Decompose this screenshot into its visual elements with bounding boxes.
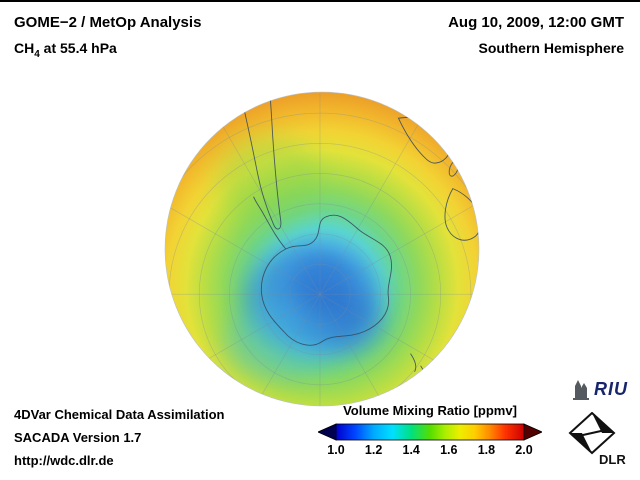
colorbar-body xyxy=(335,423,525,441)
dlr-logo: DLR xyxy=(566,411,626,471)
green-tongue-field xyxy=(217,136,322,225)
colorbar-title: Volume Mixing Ratio [ppmv] xyxy=(343,403,517,418)
south-america-outline xyxy=(238,92,282,230)
plot-title: GOME−2 / MetOp Analysis xyxy=(14,14,202,31)
plot-subtitle-species-level: CH4 at 55.4 hPa xyxy=(14,40,201,60)
colorbar-tick: 1.8 xyxy=(477,443,496,457)
hemisphere-map xyxy=(161,88,483,410)
colorbar-left-arrow xyxy=(318,423,337,441)
colorbar: Volume Mixing Ratio [ppmv] 1.0 1.2 xyxy=(318,403,542,458)
riu-logo: RIU xyxy=(570,378,628,400)
species-symbol: CH xyxy=(14,40,35,56)
colorbar-tick: 1.4 xyxy=(402,443,420,457)
colorbar-right-arrow xyxy=(523,423,542,441)
dlr-logo-text-svg: DLR xyxy=(599,452,626,466)
footer-credits: 4DVar Chemical Data Assimilation SACADA … xyxy=(14,403,225,472)
assimilation-label: 4DVar Chemical Data Assimilation xyxy=(14,407,225,422)
colorbar-tick: 1.6 xyxy=(440,443,458,457)
pressure-level: at 55.4 hPa xyxy=(39,40,117,56)
colorbar-tick: 1.0 xyxy=(327,443,345,457)
hemisphere-label: Southern Hemisphere xyxy=(478,40,624,56)
colorbar-ticks: 1.0 1.2 1.4 1.6 1.8 2.0 xyxy=(318,443,542,458)
header-left: GOME−2 / MetOp Analysis CH4 at 55.4 hPa xyxy=(14,14,201,60)
datetime-label: Aug 10, 2009, 12:00 GMT xyxy=(448,14,624,31)
antarctic-peninsula-outline xyxy=(253,196,287,250)
species-subscript: 4 xyxy=(34,48,40,60)
riu-cathedral-icon xyxy=(573,380,589,400)
url-label: http://wdc.dlr.de xyxy=(14,453,114,468)
colorbar-tick: 1.2 xyxy=(364,443,383,457)
cyan-lobe-field xyxy=(223,303,337,380)
colorbar-gradient xyxy=(318,423,542,441)
riu-logo-text: RIU xyxy=(594,378,628,399)
globe-svg xyxy=(164,91,480,407)
dlr-mark-icon: DLR xyxy=(568,411,626,467)
header-right: Aug 10, 2009, 12:00 GMT Southern Hemisph… xyxy=(448,14,624,56)
colorbar-tick: 2.0 xyxy=(515,443,533,457)
version-label: SACADA Version 1.7 xyxy=(14,430,142,445)
antarctica-outline xyxy=(260,214,392,346)
